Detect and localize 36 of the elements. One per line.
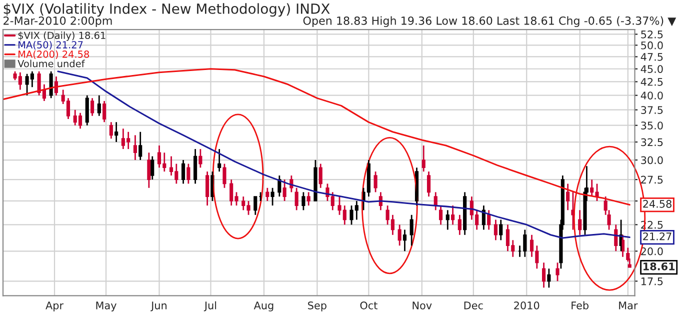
annotation: 21.27 (643, 232, 672, 240)
annotation: 24.58 (643, 200, 672, 208)
chart-subtitle: 2-Mar-2010 2:00pm (4, 16, 112, 28)
x-tick-label: Oct (360, 301, 378, 310)
x-tick-label: Jul (204, 301, 216, 312)
legend-label: MA(200) 24.58 (18, 50, 90, 60)
y-tick-label: 32.5 (641, 138, 663, 146)
text: Open 18.83 High 19.36 Low 18.60 Last 18.61 Chg -0.65 (-3.37%) ▼ (303, 16, 676, 28)
x-tick-label: May (96, 302, 116, 312)
legend-label: MA(50) 21.27 (18, 40, 83, 50)
y-tick-label: 35.0 (641, 122, 663, 130)
y-tick-label: 45.0 (640, 65, 663, 73)
y-tick-label: 50.0 (641, 41, 663, 50)
y-tick-label: 30.0 (641, 156, 663, 164)
x-tick-label: Jun (150, 302, 166, 312)
y-tick-label: 47.5 (640, 53, 663, 61)
chart-title: $VIX (Volatility Index - New Methodology) INDX (4, 3, 330, 17)
y-tick-label: 42.5 (640, 78, 663, 86)
x-tick-label: Dec (464, 302, 483, 310)
x-tick-label: Feb (572, 301, 588, 310)
x-tick-label: Aug (254, 302, 274, 312)
x-tick-label: Nov (412, 302, 432, 310)
legend-label: $VIX (Daily) 18.61 (18, 32, 106, 41)
annotation: Volume undef (18, 60, 85, 68)
y-tick-label: 20.0 (641, 247, 663, 256)
x-tick-label: Apr (46, 302, 64, 312)
annotation: 18.61 (644, 262, 675, 270)
y-tick-label: 40.0 (640, 92, 663, 100)
y-tick-label: 37.5 (641, 106, 663, 114)
y-tick-label: 27.5 (641, 176, 663, 184)
x-tick-label: Mar (619, 302, 638, 310)
y-tick-label: 17.5 (641, 278, 663, 286)
line-series (57, 70, 630, 239)
x-tick-label: 2010 (514, 301, 540, 310)
x-tick-label: Sep (308, 301, 326, 312)
y-tick-label: 52.5 (641, 30, 663, 38)
